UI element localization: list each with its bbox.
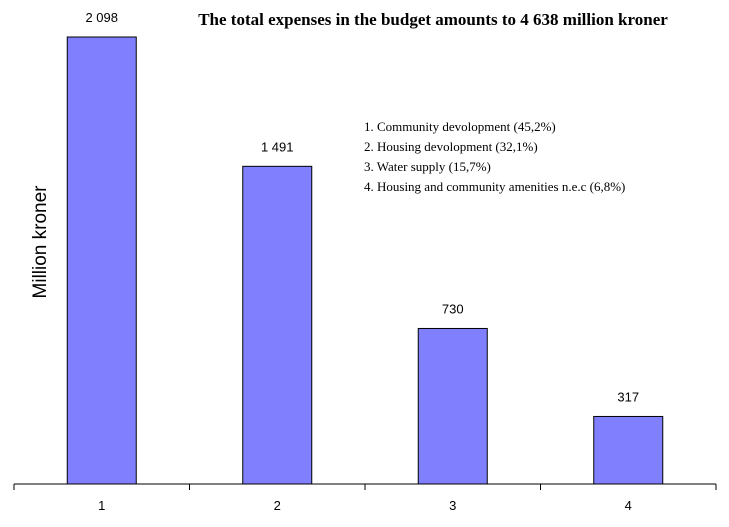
legend-item-4: 4. Housing and community amenities n.e.c… — [364, 179, 625, 194]
data-labels-group: 2 098 1 491 730 317 — [85, 10, 639, 404]
data-label-1: 2 098 — [85, 10, 118, 25]
bar-1 — [66, 36, 137, 485]
bar-3 — [417, 327, 488, 485]
data-label-2: 1 491 — [261, 139, 294, 154]
chart-title: The total expenses in the budget amounts… — [198, 10, 668, 29]
data-label-3: 730 — [442, 301, 464, 316]
legend-item-1: 1. Community devolopment (45,2%) — [364, 119, 556, 134]
legend: 1. Community devolopment (45,2%) 2. Housi… — [364, 119, 625, 194]
y-axis-label: Million kroner — [30, 185, 51, 299]
x-tick-label-1: 1 — [98, 498, 105, 513]
bar-4 — [593, 415, 664, 485]
x-tick-label-3: 3 — [449, 498, 456, 513]
bar-2 — [242, 165, 313, 485]
legend-item-3: 3. Water supply (15,7%) — [364, 159, 491, 174]
bars-group — [66, 36, 664, 485]
x-tick-label-4: 4 — [625, 498, 632, 513]
legend-item-2: 2. Housing devolopment (32,1%) — [364, 139, 538, 154]
data-label-4: 317 — [617, 389, 639, 404]
x-tick-label-2: 2 — [274, 498, 281, 513]
x-axis-ticks: 1 2 3 4 — [13, 484, 717, 513]
